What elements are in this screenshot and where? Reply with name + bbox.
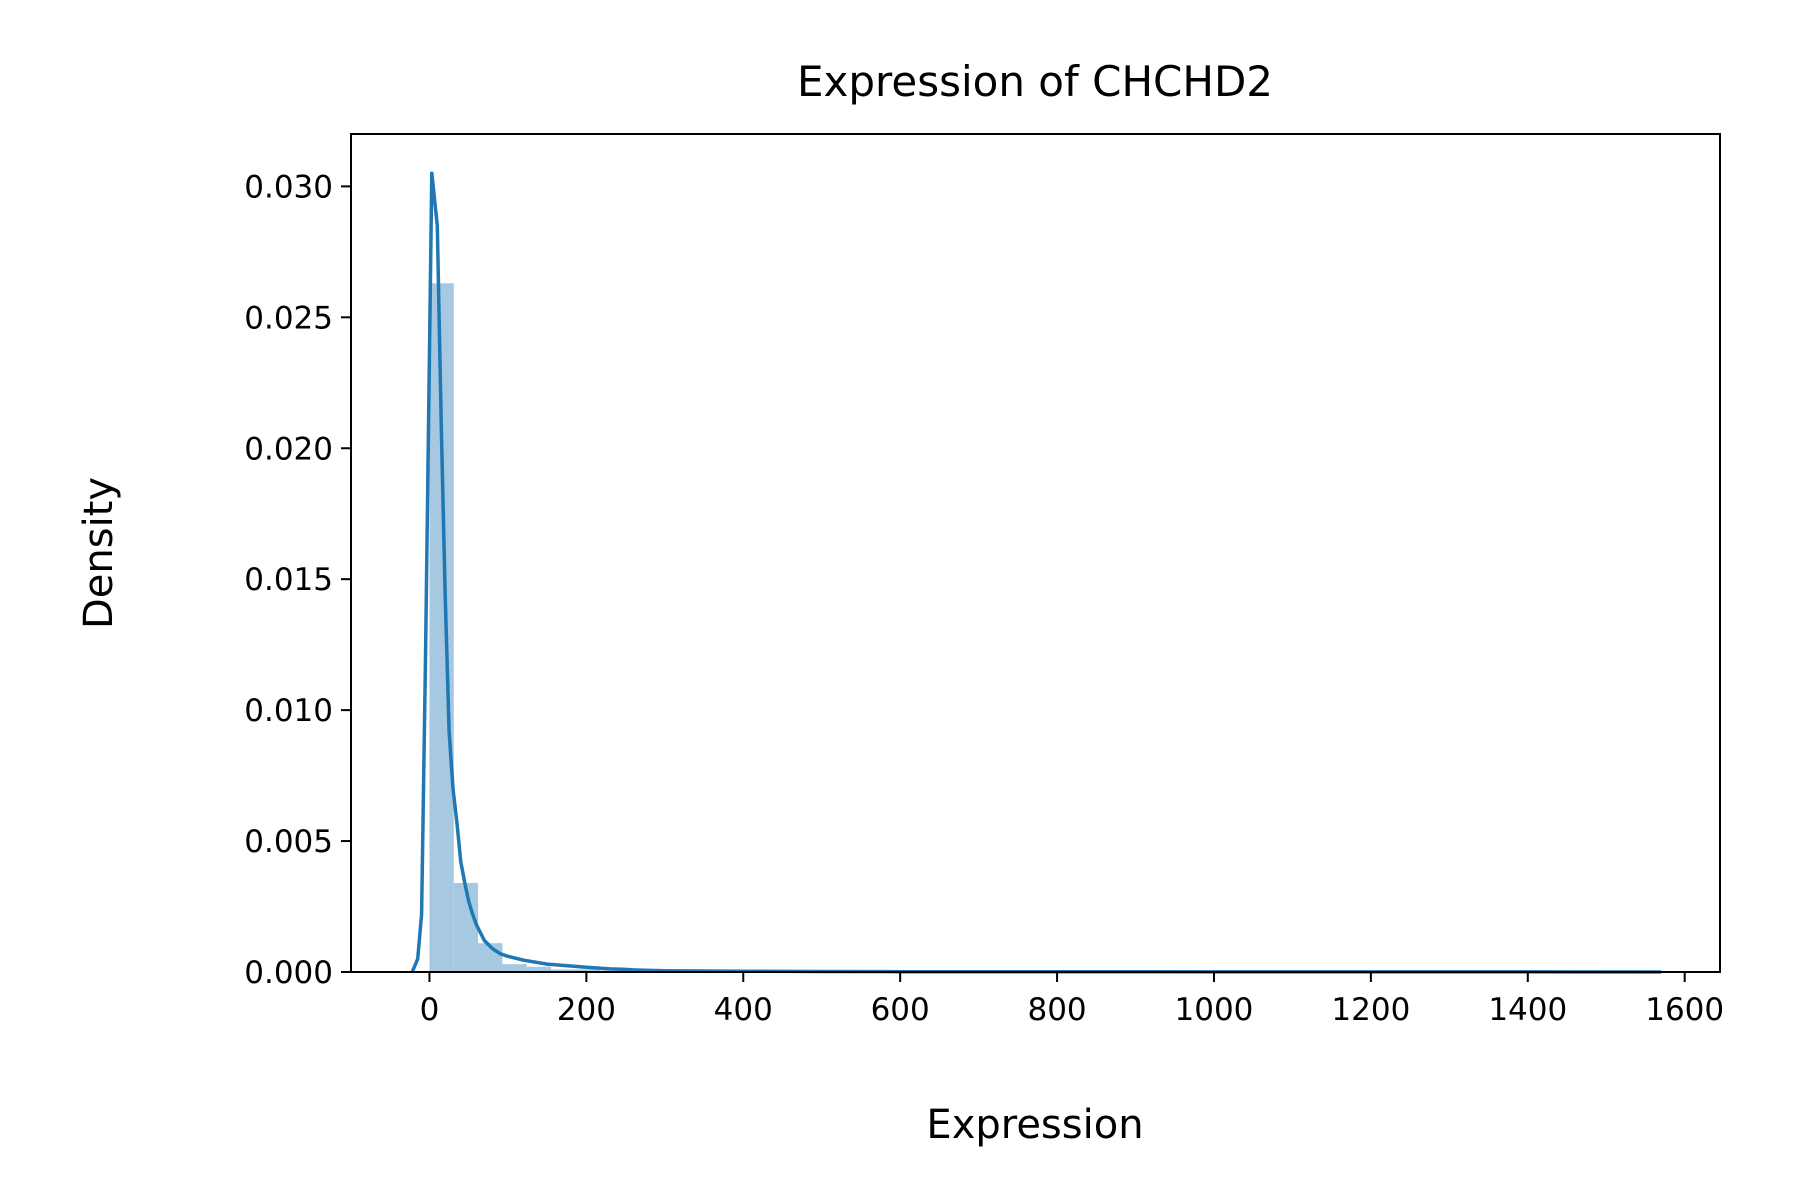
y-tick-label: 0.015 [244,562,333,598]
plot-frame [350,133,1721,973]
histogram-bar [502,964,527,972]
x-tick-label: 400 [714,992,773,1028]
y-tick-label: 0.020 [244,431,333,467]
histogram-bar [453,882,479,972]
x-axis: 0 200 400 600 800 1000 1200 1400 1600 [420,972,1724,1028]
histogram-bar [526,966,552,972]
x-axis-label: Expression [926,1102,1143,1148]
x-tick-label: 600 [871,992,930,1028]
y-tick-label: 0.000 [244,955,333,991]
x-tick-label: 1600 [1645,992,1724,1028]
y-axis: 0.000 0.005 0.010 0.015 0.020 0.025 0.030 [244,169,351,991]
plot-area [350,133,1721,974]
x-tick-label: 800 [1027,992,1086,1028]
y-tick-label: 0.025 [244,300,333,336]
y-axis-label: Density [76,477,122,629]
x-tick-label: 0 [420,992,440,1028]
kde-curve [410,171,1662,974]
chart-title: Expression of CHCHD2 [797,57,1273,106]
x-tick-label: 1000 [1175,992,1254,1028]
x-tick-label: 1200 [1331,992,1410,1028]
x-tick-label: 200 [557,992,616,1028]
y-tick-label: 0.010 [244,693,333,729]
x-tick-label: 1400 [1488,992,1567,1028]
y-tick-label: 0.005 [244,824,333,860]
y-tick-label: 0.030 [244,169,333,205]
histogram-bar [551,969,576,972]
histogram-bar [575,969,600,972]
